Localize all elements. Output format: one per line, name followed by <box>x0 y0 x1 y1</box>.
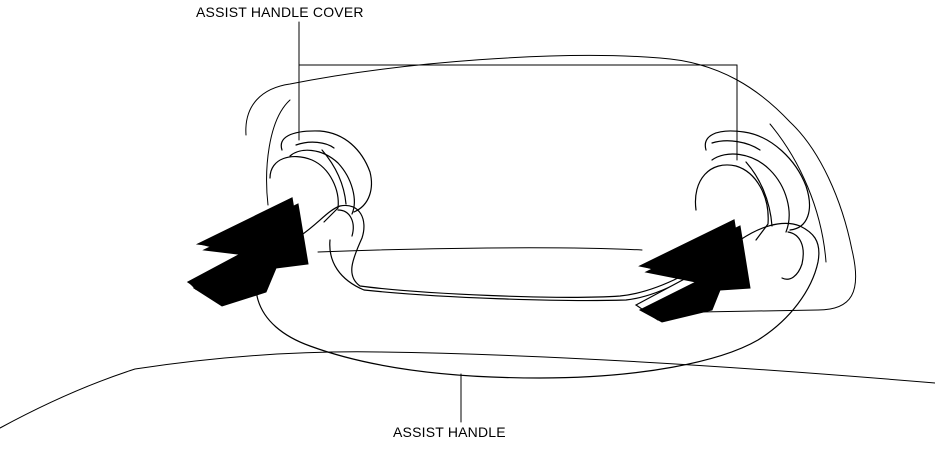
headliner-outline <box>0 351 935 429</box>
trim-panel-bottom-line <box>317 247 643 253</box>
trim-panel-inner-edge <box>266 99 291 206</box>
trim-panel-inner-edge-right <box>769 123 827 263</box>
handle-outer <box>255 204 820 379</box>
left-push-arrow <box>186 197 309 307</box>
assist-handle-cover-label: ASSIST HANDLE COVER <box>196 4 364 20</box>
trim-panel-outline <box>245 55 857 313</box>
left-cover <box>280 130 373 213</box>
right-push-arrow <box>634 219 751 323</box>
assist-handle-label: ASSIST HANDLE <box>393 424 506 440</box>
right-cover <box>704 130 811 231</box>
